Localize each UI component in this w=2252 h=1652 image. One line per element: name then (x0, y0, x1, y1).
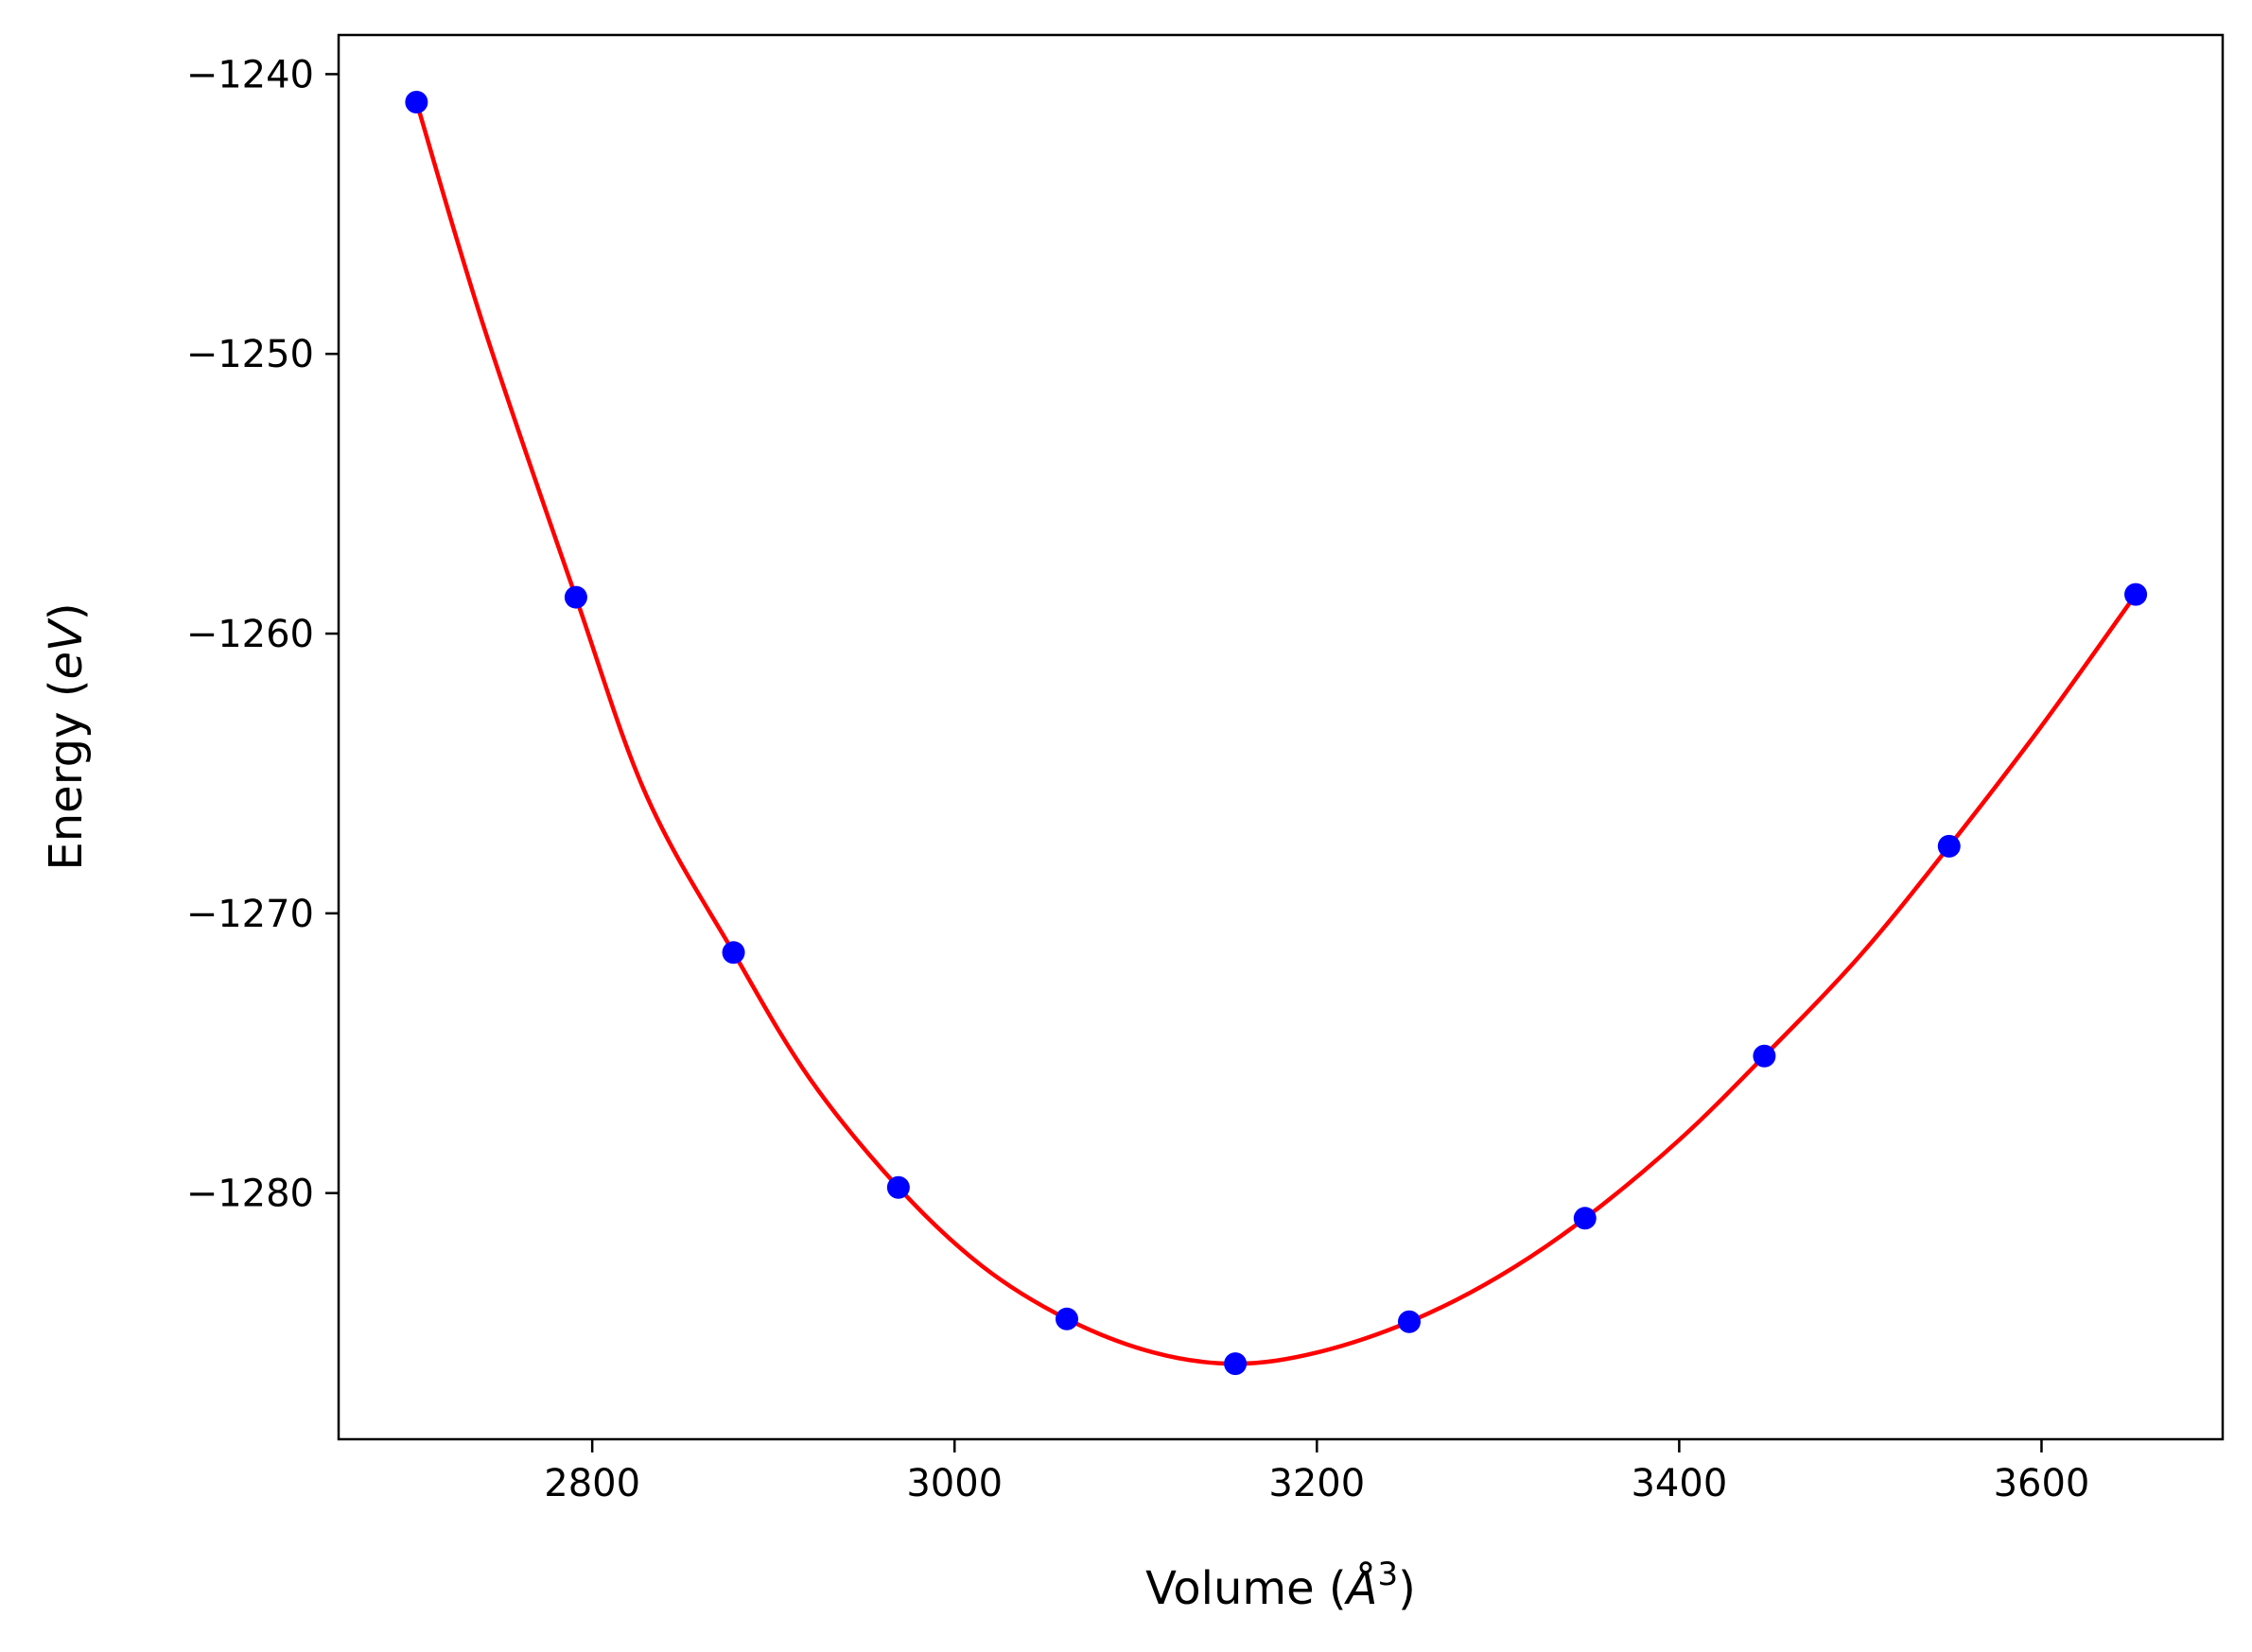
data-point (1397, 1310, 1421, 1333)
plot-area (339, 35, 2223, 1439)
y-tick-label: −1270 (186, 893, 314, 936)
fit-curve-line (414, 99, 2139, 1366)
x-ticks: 2800 3000 3200 3400 3600 (544, 1439, 2089, 1505)
data-point (1224, 1352, 1248, 1376)
data-point (1753, 1044, 1776, 1068)
data-point (564, 585, 587, 609)
x-tick-label: 3000 (906, 1462, 1003, 1505)
data-point (2124, 583, 2148, 606)
data-point (1573, 1207, 1597, 1230)
data-point (1937, 834, 1961, 858)
data-point (1055, 1307, 1078, 1330)
y-ticks: −1240 −1250 −1260 −1270 −1280 (186, 53, 339, 1216)
fit-curve-layer (414, 99, 2139, 1366)
x-tick-label: 3200 (1268, 1462, 1365, 1505)
x-tick-label: 2800 (544, 1462, 640, 1505)
data-point (722, 941, 745, 965)
y-tick-label: −1260 (186, 613, 314, 656)
x-tick-label: 3400 (1631, 1462, 1727, 1505)
data-point (886, 1175, 910, 1199)
data-point (405, 90, 428, 113)
data-points-layer (405, 90, 2148, 1376)
x-tick-label: 3600 (1994, 1462, 2090, 1505)
y-tick-label: −1240 (186, 53, 314, 96)
x-axis-label: Volume (Å3) (1145, 1556, 1416, 1615)
y-tick-label: −1250 (186, 333, 314, 376)
plot-frame (337, 33, 2225, 1441)
y-tick-label: −1280 (186, 1173, 314, 1216)
y-axis-label: Energy (eV) (40, 602, 93, 870)
